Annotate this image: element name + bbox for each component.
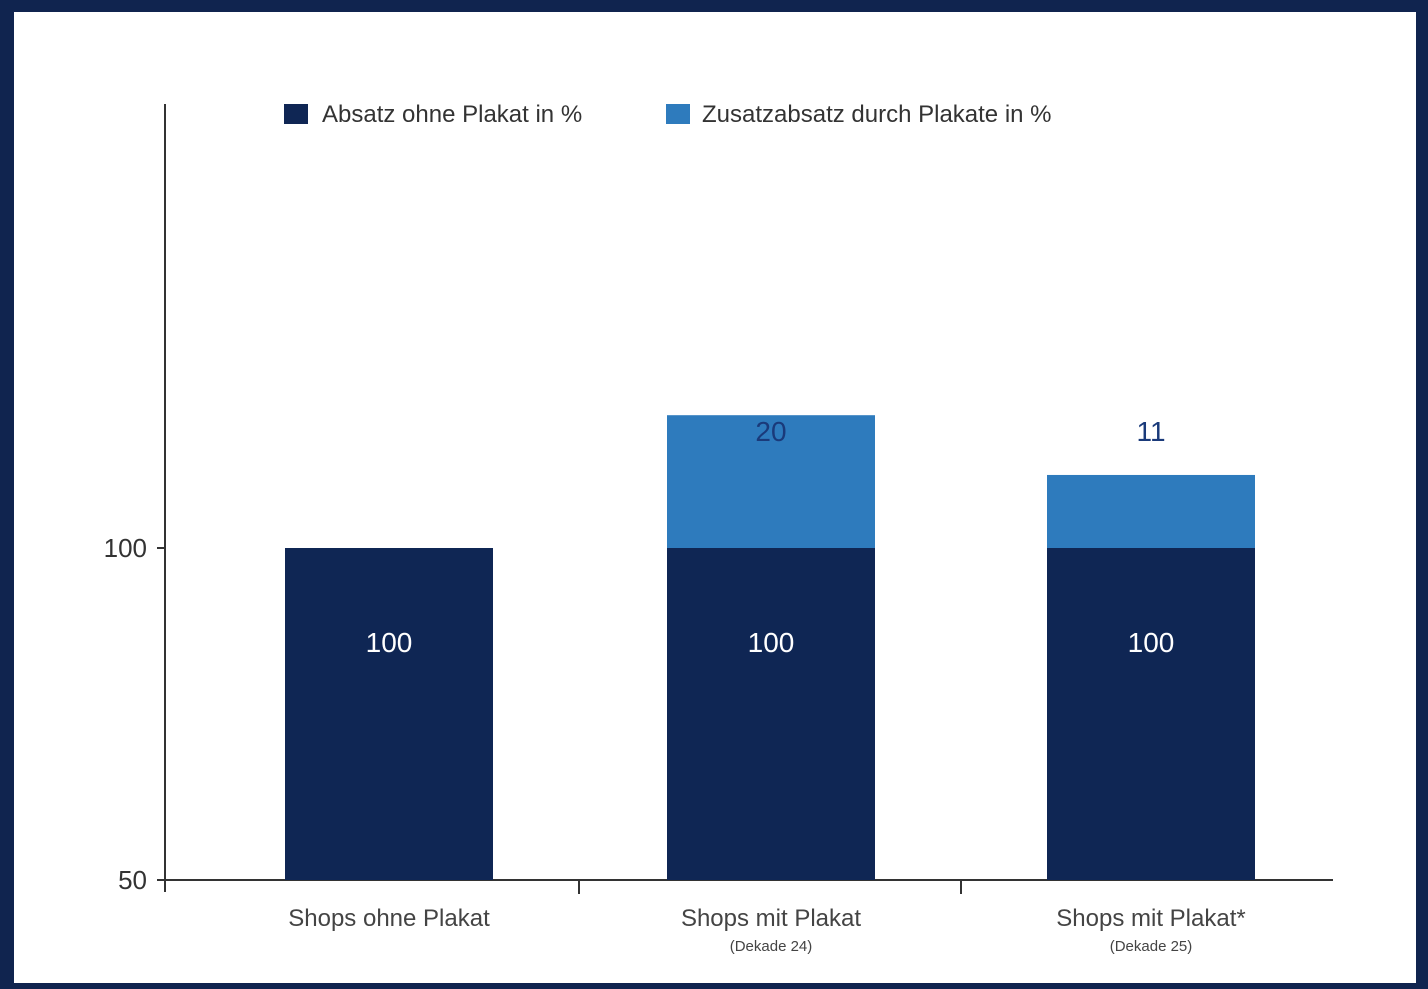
legend: Absatz ohne Plakat in % Zusatzabsatz dur… [284, 101, 1052, 128]
bars [285, 415, 1255, 880]
x-category-sublabel: (Dekade 24) [730, 938, 813, 955]
bar-base [1047, 548, 1255, 880]
x-category-sublabel: (Dekade 25) [1110, 938, 1193, 955]
x-category-label: Shops mit Plakat [681, 905, 861, 932]
x-category-label: Shops ohne Plakat [288, 905, 490, 932]
labels: 100 Shops ohne Plakat 100 20 Shops mit Plaka… [288, 416, 1245, 955]
bar-base-value-label: 100 [748, 627, 795, 658]
bar-extra [667, 415, 875, 548]
y-tick-label: 50 [118, 865, 147, 895]
bar-base [667, 548, 875, 880]
bar-extra-value-label: 20 [755, 416, 786, 447]
legend-swatch-zusatzabsatz [666, 104, 690, 124]
legend-label-zusatzabsatz: Zusatzabsatz durch Plakate in % [702, 101, 1052, 128]
x-category-label: Shops mit Plakat* [1056, 905, 1245, 932]
bar-extra-value-label: 11 [1136, 416, 1165, 447]
bar-base-value-label: 100 [1128, 627, 1175, 658]
y-tick-label: 100 [104, 533, 147, 563]
bar-base-value-label: 100 [366, 627, 413, 658]
bar-extra [1047, 474, 1255, 548]
legend-label-absatz: Absatz ohne Plakat in % [322, 101, 582, 128]
legend-swatch-absatz [284, 104, 308, 124]
bar-base [285, 548, 493, 880]
